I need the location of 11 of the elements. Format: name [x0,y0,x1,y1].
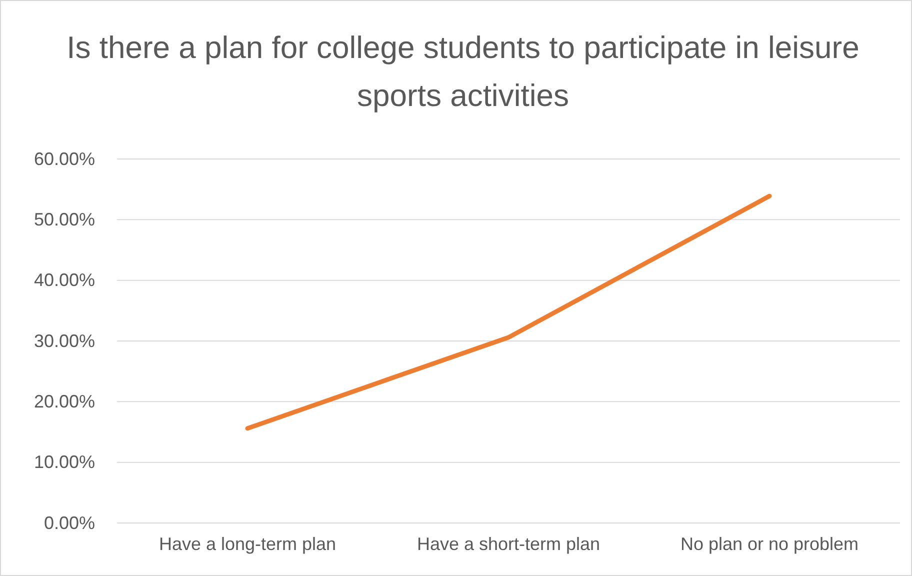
y-tick-label: 30.00% [34,330,95,351]
y-tick-label: 0.00% [44,512,95,533]
y-tick-label: 40.00% [34,270,95,290]
chart-title: Is there a plan for college students to participate in leisure sports activities [66,30,860,113]
x-tick-label: Have a long-term plan [158,534,336,554]
y-tick-label: 10.00% [34,452,95,472]
x-tick-label: Have a short-term plan [416,534,600,554]
y-tick-label: 20.00% [34,391,95,412]
y-tick-label: 60.00% [34,148,95,169]
x-tick-label: No plan or no problem [680,534,859,554]
y-tick-label: 50.00% [34,209,95,230]
